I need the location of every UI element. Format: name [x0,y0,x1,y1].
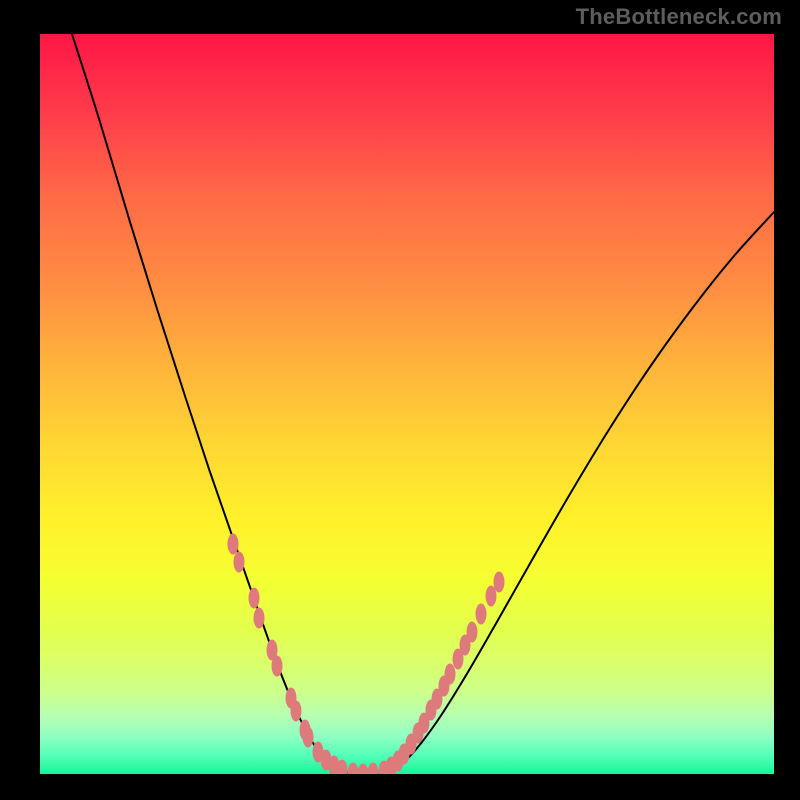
chart-container: { "watermark": { "text": "TheBottleneck.… [0,0,800,800]
watermark-text: TheBottleneck.com [576,4,782,30]
data-marker [368,763,379,775]
data-marker [358,764,369,775]
data-marker [272,656,283,677]
plot-area [40,34,774,774]
data-marker [445,664,456,685]
v-curve [72,34,774,774]
data-marker [228,534,239,555]
data-marker [291,701,302,722]
curve-layer [40,34,774,774]
data-marker [254,608,265,629]
marker-group [228,534,505,775]
data-marker [234,552,245,573]
data-marker [467,622,478,643]
data-marker [476,604,487,625]
data-marker [249,588,260,609]
data-marker [348,763,359,775]
data-marker [494,572,505,593]
data-marker [303,727,314,748]
